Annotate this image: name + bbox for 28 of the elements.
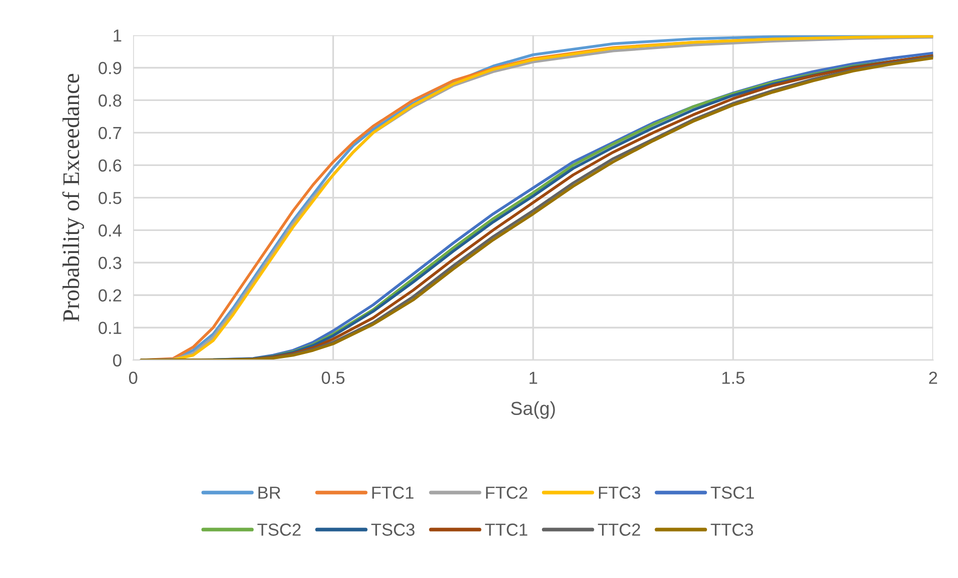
legend-label: TSC3 <box>371 524 414 536</box>
y-tick-label: 0.7 <box>98 126 122 140</box>
y-tick-label: 0.8 <box>98 94 122 107</box>
y-tick-label: 0.1 <box>98 322 122 334</box>
y-tick-label: 0.4 <box>98 224 122 237</box>
legend-label: TSC1 <box>710 486 754 499</box>
y-tick-label: 0 <box>113 354 122 367</box>
legend-label: TTC1 <box>485 524 528 536</box>
legend-label: FTC1 <box>372 486 414 499</box>
x-tick-label: 1 <box>530 372 538 384</box>
legend-label: BR <box>258 486 280 499</box>
y-axis-title: Probability of Exceedance <box>62 74 84 322</box>
x-tick-label: 2 <box>929 372 938 384</box>
y-tick-label: 0.3 <box>98 256 122 270</box>
y-tick-label: 0.9 <box>98 62 122 74</box>
x-tick-label: 1.5 <box>722 372 744 384</box>
legend-label: TSC2 <box>257 524 301 536</box>
y-tick-label: 0.6 <box>98 159 122 172</box>
x-tick-label: 0.5 <box>322 372 344 384</box>
legend-label: FTC2 <box>486 486 528 499</box>
legend-label: TTC2 <box>598 524 640 536</box>
x-axis-title: Sa(g) <box>511 401 555 419</box>
legend-label: FTC3 <box>598 486 640 499</box>
y-tick-label: 0.5 <box>98 192 122 204</box>
legend-label: TTC3 <box>710 524 754 536</box>
x-tick-label: 0 <box>129 372 138 384</box>
y-tick-label: 0.2 <box>98 289 122 302</box>
y-tick-label: 1 <box>114 30 122 42</box>
